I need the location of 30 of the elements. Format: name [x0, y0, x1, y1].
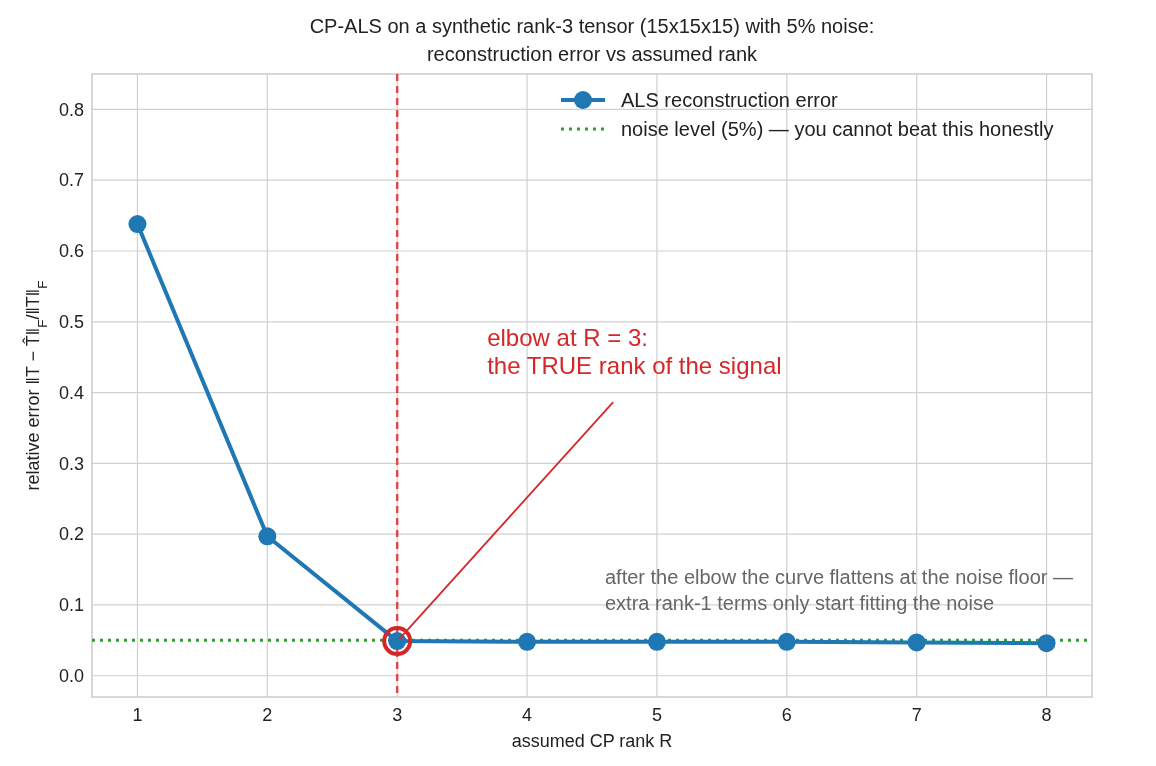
y-tick-label: 0.7 [58, 170, 84, 191]
legend-label: ALS reconstruction error [621, 89, 839, 111]
x-tick-label: 2 [262, 705, 273, 725]
point [1037, 634, 1056, 653]
y-tick-label: 0.6 [58, 241, 84, 262]
annotation: after the elbow the curve flattens at the noise floor — extra rank-1 terms only start fitting the noise [604, 565, 1074, 614]
point [518, 632, 537, 651]
x-tick-label: 1 [132, 705, 143, 725]
x-tick-label: 3 [392, 705, 403, 725]
point [128, 215, 147, 234]
x-tick-label: 7 [911, 705, 922, 725]
point [907, 633, 926, 652]
x-tick-label: 5 [651, 705, 662, 725]
point [647, 632, 666, 651]
y-tick-label: 0.4 [58, 382, 84, 403]
y-tick-label: 0.0 [58, 666, 84, 687]
chart-title: CP-ALS on a synthetic rank-3 tensor (15x15x15) with 5% noise: reconstruction error vs assumed rank [309, 15, 875, 65]
x-tick-label: 8 [1041, 705, 1052, 725]
y-tick-label: 0.2 [58, 524, 84, 545]
y-tick-label: 0.3 [58, 453, 84, 474]
y-tick-label: 0.8 [58, 99, 84, 120]
legend-label: noise level (5%) — you cannot beat this honestly [621, 118, 1054, 140]
y-tick-label: 0.1 [58, 595, 84, 616]
annotation: elbow at R = 3: the TRUE rank of the signal [487, 324, 782, 380]
x-tick-label: 6 [781, 705, 792, 725]
x-axis-title: assumed CP rank R [511, 731, 673, 751]
x-tick-label: 4 [522, 705, 533, 725]
point [777, 632, 796, 651]
y-tick-label: 0.5 [58, 312, 84, 333]
point [258, 527, 277, 546]
